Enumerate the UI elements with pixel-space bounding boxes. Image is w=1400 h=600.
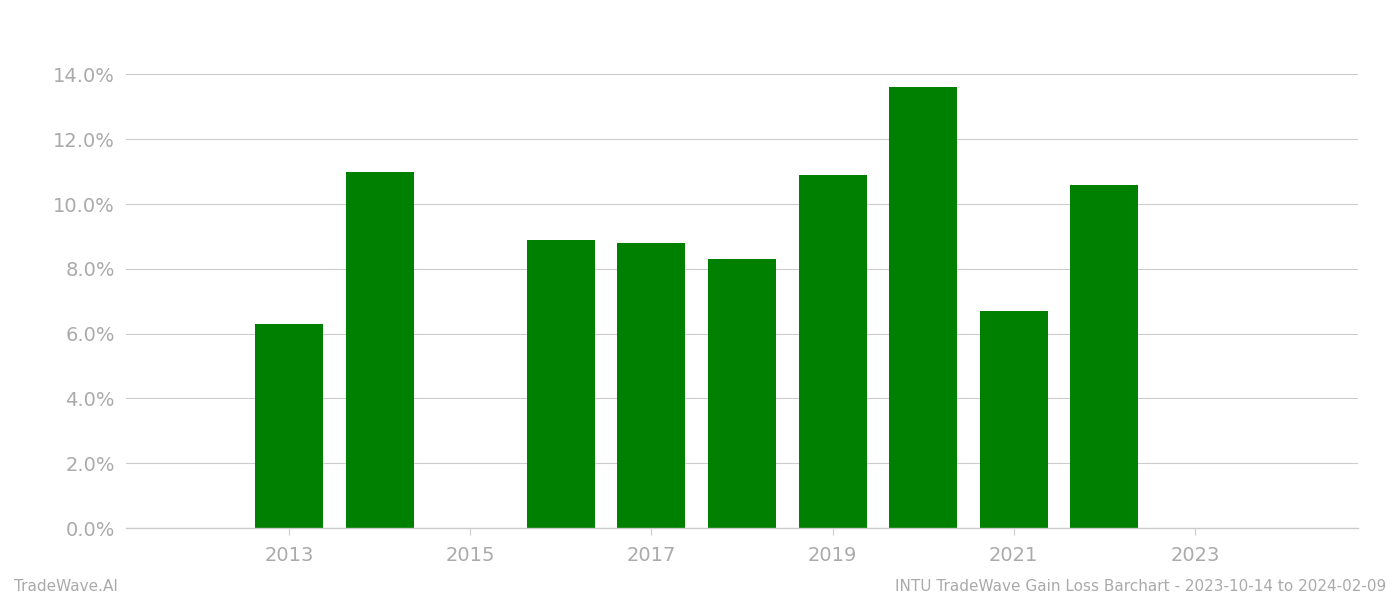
Bar	[526, 239, 595, 528]
Bar	[255, 324, 323, 528]
Bar	[798, 175, 867, 528]
Bar	[980, 311, 1047, 528]
Bar	[1071, 185, 1138, 528]
Bar	[889, 88, 958, 528]
Bar	[708, 259, 776, 528]
Text: INTU TradeWave Gain Loss Barchart - 2023-10-14 to 2024-02-09: INTU TradeWave Gain Loss Barchart - 2023…	[895, 579, 1386, 594]
Bar	[346, 172, 413, 528]
Bar	[617, 243, 686, 528]
Text: TradeWave.AI: TradeWave.AI	[14, 579, 118, 594]
